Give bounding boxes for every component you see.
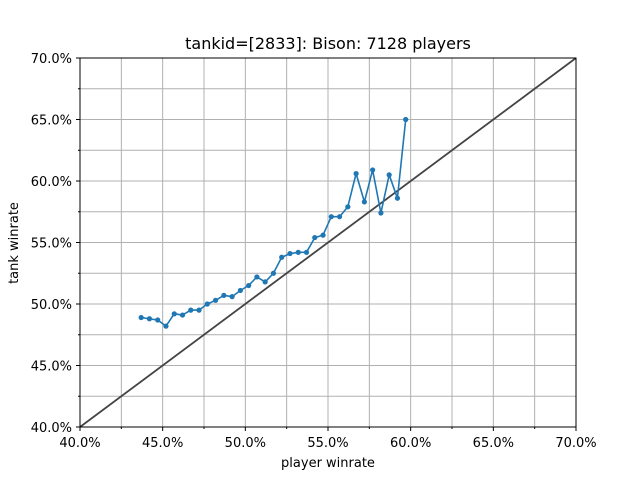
tick-labels: 40.0% 45.0% 50.0% 55.0% 60.0% 65.0% 70.0% 40.0%… (31, 52, 597, 451)
x-tick-label: 65.0% (473, 436, 514, 451)
data-point (336, 214, 343, 220)
data-point (378, 210, 384, 216)
series-layer (138, 116, 409, 329)
data-point (254, 274, 260, 280)
data-point (287, 250, 293, 257)
y-tick-label: 60.0% (31, 175, 72, 190)
y-axis-label: tank winrate (7, 202, 22, 284)
data-point (295, 249, 301, 255)
data-point (221, 292, 227, 298)
data-point (279, 254, 285, 260)
data-point (179, 312, 186, 318)
ticks (76, 57, 577, 431)
data-point (155, 317, 161, 323)
data-point (361, 199, 367, 205)
y-tick-label: 65.0% (31, 114, 72, 129)
reference-line (79, 57, 577, 428)
data-point (370, 167, 376, 173)
data-point (138, 314, 144, 321)
data-point (403, 116, 409, 123)
data-point (204, 301, 210, 307)
x-axis-label: player winrate (281, 456, 375, 471)
data-point (196, 307, 202, 313)
x-tick-label: 50.0% (225, 436, 266, 451)
data-point (146, 316, 153, 322)
data-point (353, 171, 359, 177)
x-tick-label: 60.0% (390, 436, 431, 451)
data-point (303, 249, 310, 255)
chart-title: tankid=[2833]: Bison: 7128 players (185, 34, 471, 53)
data-point (171, 311, 177, 317)
y-tick-label: 70.0% (31, 52, 72, 67)
data-point (237, 287, 243, 294)
y-tick-label: 45.0% (31, 360, 72, 375)
data-point (394, 195, 401, 201)
y-tick-label: 55.0% (31, 237, 72, 252)
data-point (270, 270, 277, 276)
y-tick-label: 50.0% (31, 298, 72, 313)
diagonal-line (79, 57, 577, 428)
data-point (229, 294, 235, 300)
y-tick-label: 40.0% (31, 421, 72, 436)
data-point (345, 204, 351, 210)
x-tick-label: 40.0% (59, 436, 100, 451)
data-point (320, 232, 326, 238)
x-tick-label: 70.0% (555, 436, 596, 451)
x-tick-label: 45.0% (142, 436, 183, 451)
data-point (212, 297, 219, 303)
data-point (386, 172, 392, 178)
data-point (188, 307, 194, 313)
data-point (328, 214, 334, 220)
data-point (262, 279, 268, 285)
data-point (312, 234, 318, 241)
x-tick-label: 55.0% (307, 436, 348, 451)
data-point (163, 323, 169, 329)
data-point (246, 282, 252, 289)
